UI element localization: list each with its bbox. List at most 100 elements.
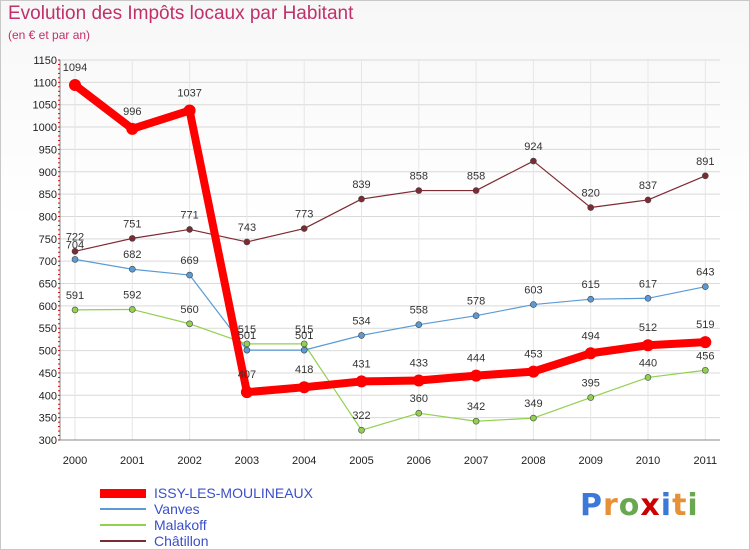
data-point	[587, 204, 595, 211]
data-point	[415, 409, 423, 417]
data-label: 501	[238, 330, 256, 342]
data-label: 591	[66, 290, 84, 302]
data-label: 342	[467, 401, 485, 413]
data-point	[243, 238, 251, 246]
x-tick-label: 2007	[464, 455, 488, 467]
data-label: 615	[582, 279, 600, 291]
chart-title: Evolution des Impôts locaux par Habitant	[8, 3, 354, 24]
logo-letter: r	[603, 488, 619, 523]
legend-item-issy[interactable]: ISSY-LES-MOULINEAUX	[100, 485, 313, 501]
logo-letter: i	[660, 488, 673, 523]
data-point	[71, 306, 79, 314]
legend-swatch-vanves	[100, 508, 146, 510]
data-point	[240, 386, 253, 399]
legend-swatch-issy	[100, 488, 146, 498]
data-point	[472, 187, 480, 194]
data-point	[701, 283, 709, 290]
data-label: 560	[180, 304, 198, 316]
data-point	[699, 336, 712, 349]
data-label: 858	[467, 171, 485, 183]
logo-letter: x	[640, 488, 661, 523]
data-label: 512	[639, 322, 657, 334]
logo-letter: P	[580, 488, 603, 523]
data-label: 669	[180, 255, 198, 267]
data-label: 494	[582, 330, 600, 342]
data-label: 515	[238, 324, 256, 336]
data-label: 360	[410, 393, 428, 405]
data-label: 924	[524, 141, 542, 153]
x-tick-label: 2003	[235, 455, 259, 467]
legend: ISSY-LES-MOULINEAUX Vanves Malakoff Chât…	[100, 485, 313, 549]
data-point	[186, 320, 193, 328]
data-label: 617	[639, 278, 657, 290]
data-point	[527, 365, 540, 378]
data-point	[584, 347, 597, 360]
data-label: 891	[696, 156, 714, 168]
logo-letter: i	[687, 488, 699, 523]
data-point	[300, 346, 308, 354]
data-label: 534	[352, 315, 370, 327]
y-tick-label: 450	[39, 368, 57, 380]
series-line-châtillon	[74, 160, 706, 252]
data-label: 433	[410, 358, 428, 370]
y-tick-label: 1100	[33, 77, 57, 89]
y-tick-label: 500	[39, 346, 57, 358]
data-label: 519	[696, 319, 714, 331]
data-point	[129, 306, 136, 313]
y-tick-label: 650	[39, 279, 57, 291]
data-labels: 722 751 771 743 773 839 858 858 924 820 837 891 591 5…	[63, 62, 715, 422]
data-label: 453	[524, 349, 542, 361]
data-label: 839	[352, 179, 370, 191]
x-tick-label: 2006	[407, 455, 431, 467]
data-label: 349	[524, 398, 542, 410]
data-label: 682	[123, 249, 141, 261]
data-label: 322	[352, 410, 370, 422]
data-label: 592	[123, 289, 141, 301]
data-point	[412, 374, 425, 387]
data-point	[644, 374, 652, 381]
legend-item-malakoff[interactable]: Malakoff	[100, 517, 313, 533]
data-point	[186, 226, 193, 233]
series-line-vanves	[74, 258, 706, 351]
data-point	[243, 346, 251, 354]
data-point	[644, 294, 652, 302]
data-point	[358, 426, 365, 434]
data-point	[129, 235, 136, 242]
data-point	[701, 366, 709, 374]
proxiti-logo: Proxiti	[580, 488, 699, 523]
logo-letter: o	[618, 488, 641, 523]
data-point	[71, 248, 79, 255]
data-point	[530, 157, 537, 165]
data-point	[69, 79, 81, 92]
data-label: 837	[639, 180, 657, 192]
legend-item-chatillon[interactable]: Châtillon	[100, 533, 313, 549]
logo-letter: t	[672, 488, 688, 523]
y-tick-label: 350	[39, 413, 57, 425]
x-tick-label: 2009	[578, 455, 602, 467]
data-point	[358, 195, 365, 203]
data-point	[129, 265, 136, 273]
data-point	[186, 271, 193, 279]
data-label: 1094	[63, 62, 87, 74]
data-label: 743	[238, 222, 256, 234]
y-tick-label: 300	[39, 435, 57, 447]
legend-label-malakoff: Malakoff	[154, 517, 207, 533]
data-label: 996	[123, 106, 141, 118]
x-tick-label: 2011	[693, 455, 717, 467]
data-label: 820	[582, 188, 600, 200]
legend-label-vanves: Vanves	[154, 501, 200, 517]
data-label: 431	[352, 358, 370, 370]
data-label: 751	[123, 218, 141, 230]
data-point	[298, 381, 311, 394]
x-tick-label: 2005	[349, 455, 373, 467]
data-label: 501	[295, 330, 313, 342]
series-line-malakoff	[74, 308, 706, 431]
x-tick-label: 2004	[292, 455, 316, 467]
y-tick-label: 1050	[33, 100, 57, 112]
y-tick-label: 1150	[33, 55, 57, 67]
y-tick-label: 750	[39, 234, 57, 246]
data-point	[126, 122, 139, 135]
legend-item-vanves[interactable]: Vanves	[100, 501, 313, 517]
